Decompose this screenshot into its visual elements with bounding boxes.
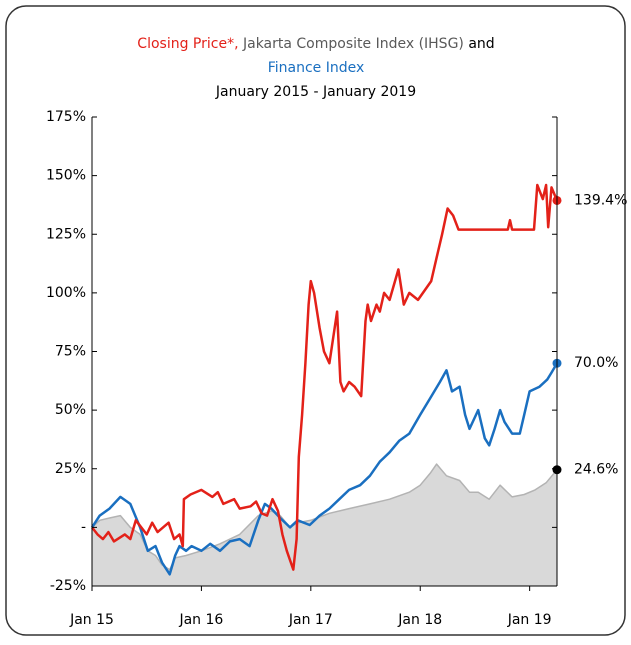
y-tick-label: 125%: [46, 226, 86, 242]
y-tick-label: 50%: [55, 402, 86, 418]
end-label: 139.4%: [574, 192, 627, 208]
end-label: 24.6%: [574, 462, 618, 478]
line: [91, 183, 559, 571]
area: [92, 464, 557, 586]
x-tick-label: Jan 15: [69, 612, 114, 628]
chart-title: Closing Price*, Jakarta Composite Index …: [137, 36, 494, 52]
line: [90, 362, 559, 576]
y-tick-label: 150%: [46, 168, 86, 184]
end-label: 70.0%: [574, 355, 618, 371]
x-tick-label: Jan 19: [507, 612, 552, 628]
y-tick-label: 100%: [46, 285, 86, 301]
line: [91, 463, 558, 571]
y-tick-label: -25%: [50, 578, 86, 594]
y-tick-label: 75%: [55, 344, 86, 360]
title-part: Closing Price*,: [137, 36, 238, 52]
x-tick-label: Jan 16: [178, 612, 223, 628]
chart-title: Finance Index: [268, 60, 365, 76]
y-tick-label: 175%: [46, 109, 86, 125]
title-part: and: [468, 36, 494, 52]
x-tick-label: Jan 17: [288, 612, 333, 628]
chart-subtitle: January 2015 - January 2019: [215, 84, 416, 100]
title-part: Finance Index: [268, 60, 365, 76]
title-part: Jakarta Composite Index (IHSG): [242, 36, 464, 52]
y-tick-label: 25%: [55, 461, 86, 477]
x-tick-label: Jan 18: [397, 612, 442, 628]
y-tick-label: -: [81, 519, 86, 535]
